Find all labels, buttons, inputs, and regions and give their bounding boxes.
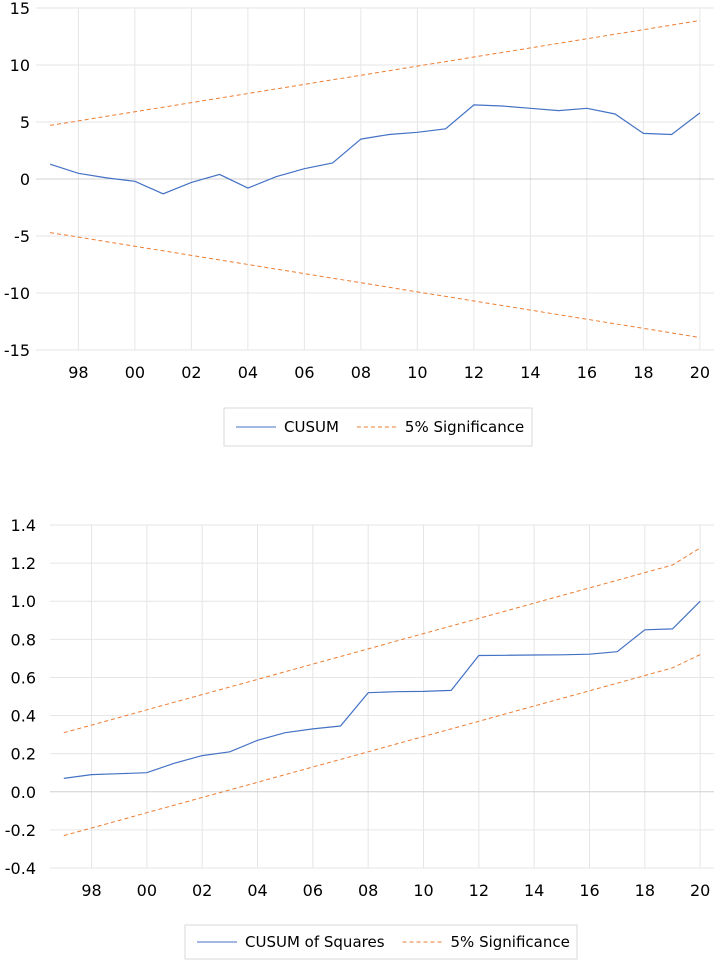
y-tick-label: -0.2 [5, 821, 36, 840]
legend-label: 5% Significance [405, 418, 524, 436]
x-tick-label: 20 [690, 881, 710, 900]
x-tick-label: 18 [633, 363, 653, 382]
x-tick-label: 06 [303, 881, 323, 900]
y-tick-label: -0.4 [5, 859, 36, 878]
y-tick-label: 1.0 [11, 592, 36, 611]
y-tick-label: 0.8 [11, 630, 36, 649]
x-tick-label: 04 [238, 363, 258, 382]
y-tick-label: 0.4 [11, 707, 36, 726]
legend: CUSUM of Squares 5% Significance [184, 924, 578, 960]
x-tick-label: 10 [407, 363, 427, 382]
x-tick-label: 06 [294, 363, 314, 382]
series-line-cusum [49, 104, 701, 195]
x-tick-label: 08 [351, 363, 371, 382]
series-line-cusum-of-squares [63, 600, 701, 779]
x-tick-label: 02 [181, 363, 201, 382]
y-tick-label: 15 [10, 0, 30, 18]
legend-label: 5% Significance [451, 933, 570, 951]
x-tick-label: 00 [125, 363, 145, 382]
x-tick-label: 10 [413, 881, 433, 900]
x-tick-label: 16 [579, 881, 599, 900]
series-line-5-significance [50, 20, 700, 126]
x-tick-label: 16 [577, 363, 597, 382]
y-tick-label: 0.2 [11, 745, 36, 764]
y-tick-label: 1.2 [11, 554, 36, 573]
series-line-5-significance [63, 547, 701, 734]
y-tick-label: -10 [4, 284, 30, 303]
legend-label: CUSUM [284, 418, 339, 436]
y-tick-label: 0 [20, 170, 30, 189]
series-line-5-significance-lower [63, 654, 701, 837]
y-tick-label: 5 [20, 113, 30, 132]
series-line-5-significance-lower [50, 232, 700, 338]
x-tick-label: 98 [81, 881, 101, 900]
x-tick-label: 04 [247, 881, 267, 900]
chart-1: 15 10 5 0 -5 -10 -15 98 00 02 04 06 08 10 12 14 16 18 20 CU… [4, 0, 714, 447]
x-tick-label: 08 [358, 881, 378, 900]
x-tick-label: 20 [690, 363, 710, 382]
x-tick-label: 18 [635, 881, 655, 900]
x-tick-label: 12 [464, 363, 484, 382]
y-tick-label: 0.0 [11, 783, 36, 802]
y-tick-label: -5 [14, 227, 30, 246]
legend-label: CUSUM of Squares [245, 933, 385, 951]
legend: CUSUM 5% Significance [223, 407, 533, 447]
y-tick-label: -15 [4, 341, 30, 360]
x-tick-label: 02 [192, 881, 212, 900]
legend-box [184, 924, 578, 960]
x-tick-label: 14 [524, 881, 544, 900]
y-tick-label: 0.6 [11, 668, 36, 687]
chart-2: 1.4 1.2 1.0 0.8 0.6 0.4 0.2 0.0 -0.2 -0.4 98 00 02 04… [5, 516, 714, 960]
x-tick-label: 14 [520, 363, 540, 382]
x-tick-label: 98 [68, 363, 88, 382]
x-tick-label: 00 [137, 881, 157, 900]
x-tick-label: 12 [469, 881, 489, 900]
y-tick-label: 1.4 [11, 516, 36, 535]
y-tick-label: 10 [10, 56, 30, 75]
